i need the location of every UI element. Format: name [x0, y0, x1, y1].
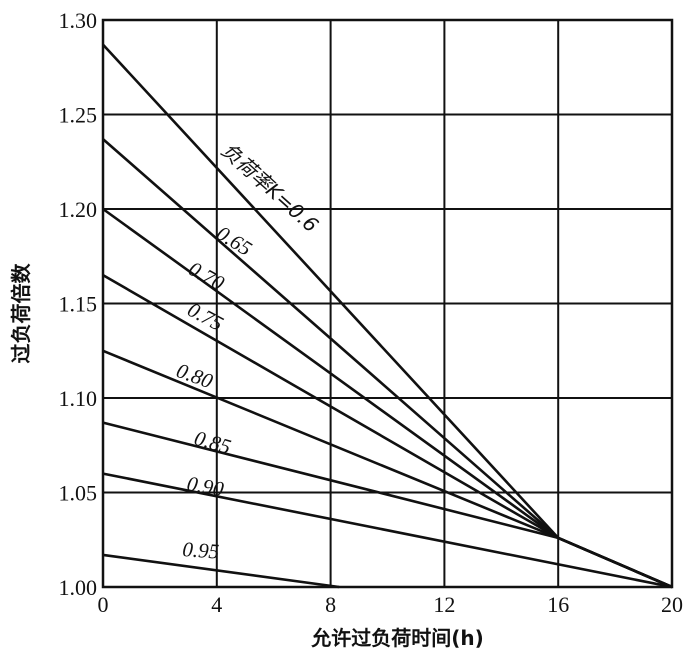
- series-line-6: [102, 472, 673, 589]
- y-tick-label: 1.15: [59, 292, 98, 317]
- series-label-5: 0.85: [192, 426, 234, 459]
- x-tick-label: 8: [325, 592, 336, 617]
- x-tick-label: 20: [661, 592, 683, 617]
- grid: [102, 19, 673, 588]
- series-line-7: [102, 553, 340, 589]
- x-tick-label: 4: [211, 592, 222, 617]
- series-lines: [102, 43, 673, 589]
- series-label-7: 0.95: [182, 537, 220, 564]
- series-label-6: 0.90: [185, 471, 226, 501]
- y-tick-label: 1.00: [59, 575, 98, 600]
- series-label-2: 0.70: [185, 256, 229, 295]
- x-axis-ticks: 0 4 8 12 16 20: [98, 592, 684, 617]
- series-label-4: 0.80: [173, 358, 216, 393]
- x-tick-label: 0: [98, 592, 109, 617]
- y-tick-label: 1.30: [59, 8, 98, 33]
- y-tick-label: 1.10: [59, 386, 98, 411]
- y-tick-label: 1.20: [59, 197, 98, 222]
- y-tick-label: 1.25: [59, 103, 98, 128]
- y-axis-title: 过负荷倍数: [9, 263, 33, 364]
- series-label-1: 0.65: [212, 221, 256, 261]
- y-axis-ticks: 1.00 1.05 1.10 1.15 1.20 1.25 1.30: [59, 8, 98, 600]
- series-label-0: 负荷率K=0.6: [217, 138, 323, 237]
- plot-frame: [101, 18, 674, 589]
- series-line-5: [102, 421, 673, 589]
- x-tick-label: 16: [547, 592, 569, 617]
- x-tick-label: 12: [433, 592, 455, 617]
- y-tick-label: 1.05: [59, 481, 98, 506]
- x-axis-title: 允许过负荷时间(h): [310, 626, 484, 650]
